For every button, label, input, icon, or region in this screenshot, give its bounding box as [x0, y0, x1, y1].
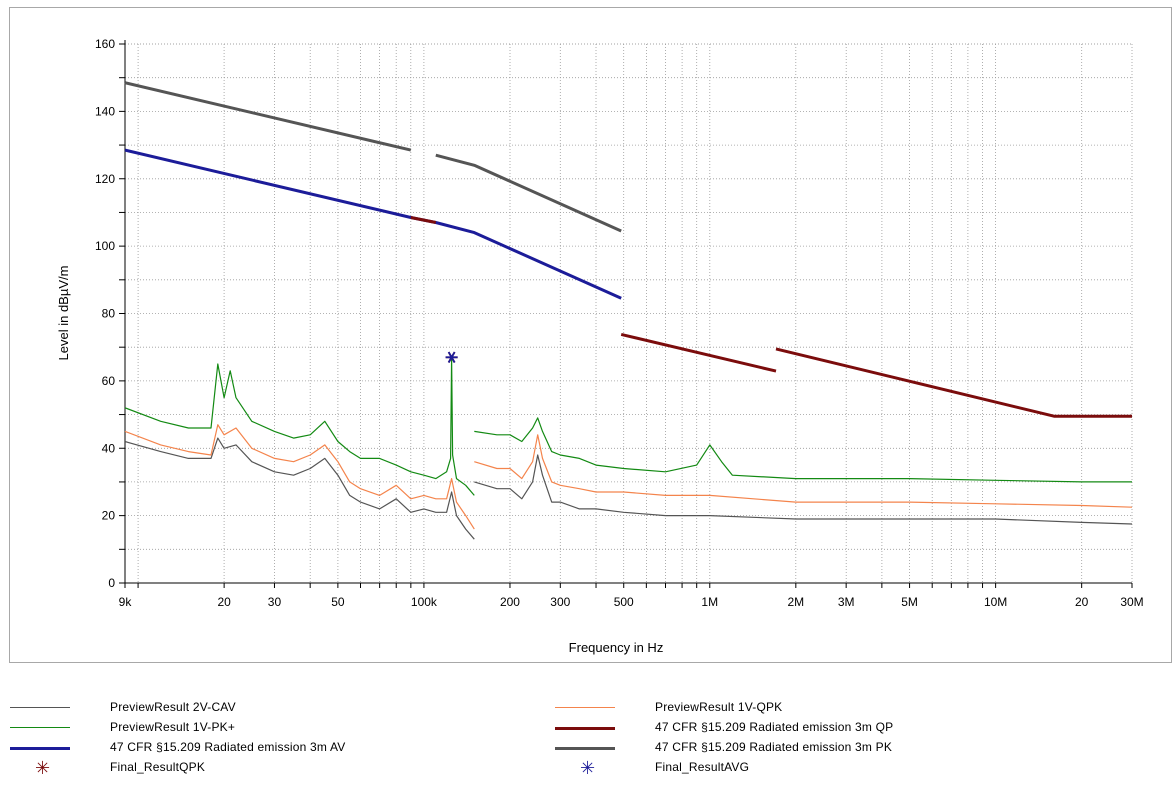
legend-label: PreviewResult 2V-CAV	[110, 700, 236, 714]
marker-layer	[445, 351, 458, 363]
series-layer	[124, 81, 1133, 540]
x-tick-label: 200	[500, 595, 520, 609]
legend-label: Final_ResultQPK	[110, 760, 206, 774]
y-tick-label: 0	[108, 576, 115, 590]
legend-swatch	[555, 707, 615, 708]
y-tick-label: 80	[102, 307, 116, 321]
legend-label: PreviewResult 1V-PK+	[110, 720, 236, 734]
legend: PreviewResult 2V-CAV PreviewResult 1V-QPK…	[0, 690, 1174, 790]
legend-item: PreviewResult 2V-CAV	[10, 698, 530, 718]
series-line	[474, 454, 1133, 525]
y-axis-title: Level in dBµV/m	[56, 266, 71, 361]
x-tick-label: 30M	[1120, 595, 1143, 609]
series-line	[474, 434, 1133, 508]
series-line	[124, 356, 475, 496]
legend-label: 47 CFR §15.209 Radiated emission 3m QP	[655, 720, 894, 734]
chart-frame	[9, 7, 1172, 663]
y-tick-label: 20	[102, 509, 116, 523]
legend-item: 47 CFR §15.209 Radiated emission 3m QP	[555, 718, 1075, 738]
x-axis-title: Frequency in Hz	[569, 640, 664, 655]
series-line	[124, 81, 412, 152]
x-tick-label: 500	[614, 595, 634, 609]
y-tick-label: 140	[95, 104, 115, 118]
series-line	[474, 417, 1132, 483]
marker-stroke	[447, 351, 456, 363]
legend-item: 47 CFR §15.209 Radiated emission 3m PK	[555, 738, 1075, 758]
y-tick-label: 120	[95, 172, 115, 186]
result-marker-icon	[445, 351, 458, 363]
legend-swatch	[10, 707, 70, 708]
legend-label: 47 CFR §15.209 Radiated emission 3m PK	[655, 740, 893, 754]
legend-item: ✳ Final_ResultAVG	[555, 758, 1075, 778]
legend-swatch	[10, 747, 70, 750]
legend-item: PreviewResult 1V-QPK	[555, 698, 1075, 718]
x-tick-label: 2M	[787, 595, 804, 609]
legend-label: Final_ResultAVG	[655, 760, 750, 774]
x-tick-label: 1M	[701, 595, 718, 609]
x-tick-label: 300	[550, 595, 570, 609]
series-line	[620, 332, 777, 373]
legend-label: 47 CFR §15.209 Radiated emission 3m AV	[110, 740, 346, 754]
legend-item: ✳ Final_ResultQPK	[10, 758, 530, 778]
legend-swatch	[555, 747, 615, 750]
legend-swatch	[10, 727, 70, 728]
series-line	[775, 347, 1132, 418]
legend-item: PreviewResult 1V-PK+	[10, 718, 530, 738]
x-tick-label: 30	[268, 595, 282, 609]
y-tick-label: 100	[95, 239, 115, 253]
legend-swatch	[555, 727, 615, 730]
x-tick-label: 9k	[119, 595, 133, 609]
series-line	[124, 148, 622, 300]
y-tick-label: 40	[102, 441, 116, 455]
x-tick-label: 20	[1075, 595, 1089, 609]
series-line	[124, 437, 475, 540]
x-tick-label: 20	[217, 595, 231, 609]
legend-item: 47 CFR §15.209 Radiated emission 3m AV	[10, 738, 530, 758]
x-tick-label: 50	[331, 595, 345, 609]
legend-star-marker-icon: ✳	[35, 758, 51, 778]
y-tick-label: 60	[102, 374, 116, 388]
series-line	[435, 153, 622, 233]
legend-star-marker-icon: ✳	[580, 758, 596, 778]
legend-label: PreviewResult 1V-QPK	[655, 700, 783, 714]
axes: 0 20 40 60 80 100 120 140 160 9k 20 30 50 100k 200 300 5…	[95, 37, 1144, 609]
x-tick-label: 3M	[838, 595, 855, 609]
emission-chart: 0 20 40 60 80 100 120 140 160 9k 20 30 50 100k 200 300 5…	[56, 37, 1144, 655]
x-tick-label: 100k	[411, 595, 438, 609]
y-tick-label: 160	[95, 37, 115, 51]
x-tick-label: 10M	[984, 595, 1007, 609]
grid	[125, 43, 1133, 583]
series-line	[124, 424, 475, 530]
x-tick-label: 5M	[901, 595, 918, 609]
series-line	[410, 216, 437, 224]
